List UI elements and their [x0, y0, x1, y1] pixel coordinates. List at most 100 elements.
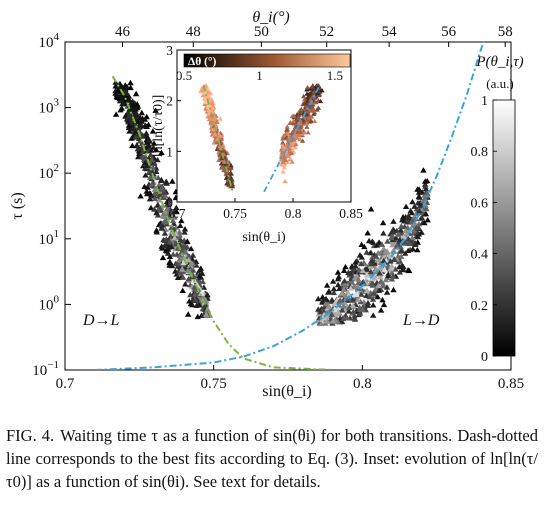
- data-point: [354, 296, 362, 303]
- data-point: [156, 197, 163, 203]
- data-point: [146, 190, 153, 196]
- data-point: [173, 208, 180, 215]
- data-point: [393, 243, 401, 249]
- data-point: [392, 234, 400, 241]
- data-point: [352, 259, 359, 265]
- data-point: [185, 257, 192, 263]
- data-point: [338, 307, 346, 313]
- data-point: [356, 306, 364, 312]
- data-point: [400, 263, 407, 270]
- inset-data-point: [316, 92, 322, 98]
- data-point: [412, 210, 420, 217]
- data-point: [158, 187, 165, 193]
- inset-data-point: [305, 94, 311, 100]
- data-point: [117, 107, 124, 113]
- data-point: [202, 302, 209, 308]
- data-point: [358, 291, 365, 297]
- data-point: [344, 289, 351, 295]
- data-point: [144, 184, 151, 190]
- data-point: [421, 219, 428, 226]
- data-point: [163, 218, 170, 225]
- inset-fit-lines: [202, 85, 321, 193]
- data-point: [146, 196, 154, 202]
- data-point: [163, 248, 171, 254]
- inset-data-point: [217, 152, 223, 157]
- data-point: [371, 274, 378, 281]
- inset-data-point: [205, 92, 211, 98]
- data-point: [368, 260, 375, 267]
- data-point: [129, 142, 136, 149]
- data-point: [405, 236, 412, 242]
- inset-data-point: [221, 167, 227, 173]
- inset-x-tick-label: 0.75: [223, 206, 247, 221]
- data-point: [387, 265, 394, 272]
- inset-data-point: [301, 93, 307, 99]
- data-point: [185, 275, 192, 282]
- data-point: [137, 117, 145, 124]
- colorbar-tick-label: 0.2: [471, 299, 489, 314]
- data-point: [377, 274, 384, 280]
- data-point: [193, 262, 200, 268]
- data-point: [127, 84, 134, 91]
- inset-data-point: [280, 140, 286, 145]
- fit-line-d-to-l: [111, 75, 333, 370]
- data-point: [416, 200, 424, 206]
- data-point: [166, 258, 174, 265]
- data-point: [129, 125, 136, 132]
- inset-data-point: [221, 159, 227, 164]
- data-point: [165, 200, 172, 206]
- inset-data-point: [310, 94, 316, 99]
- data-point: [403, 230, 410, 237]
- data-point: [352, 263, 359, 269]
- data-point: [345, 308, 352, 314]
- data-point: [133, 142, 140, 148]
- data-point: [132, 129, 139, 135]
- top-x-tick-label: 48: [186, 24, 201, 40]
- data-point: [355, 276, 362, 282]
- inset-data-point: [217, 133, 223, 138]
- inset-data-point: [223, 171, 229, 176]
- data-point: [315, 306, 322, 312]
- data-point: [153, 146, 160, 153]
- inset-data-point: [319, 88, 325, 93]
- data-point: [389, 228, 397, 235]
- data-point: [114, 94, 121, 100]
- inset-data-point: [220, 143, 226, 148]
- data-point: [168, 213, 176, 220]
- inset-data-point: [292, 145, 298, 150]
- data-point: [160, 210, 167, 217]
- data-point: [161, 230, 169, 236]
- data-point: [151, 195, 158, 201]
- inset-data-point: [303, 101, 309, 106]
- data-point: [166, 262, 173, 268]
- data-point: [328, 311, 335, 318]
- data-point: [391, 256, 398, 262]
- inset-data-point: [286, 145, 292, 151]
- data-point: [165, 196, 173, 202]
- data-point: [143, 162, 151, 168]
- data-point: [323, 282, 331, 288]
- data-point: [412, 240, 419, 246]
- inset-data-point: [296, 120, 302, 125]
- data-point: [351, 275, 358, 281]
- data-point: [321, 296, 328, 303]
- data-point: [181, 229, 188, 235]
- data-point: [181, 226, 189, 232]
- data-point: [414, 233, 422, 240]
- data-point: [195, 277, 203, 283]
- inset-data-point: [312, 118, 318, 124]
- data-point: [375, 239, 383, 245]
- inset-data-point: [227, 166, 233, 171]
- data-point: [397, 227, 404, 233]
- data-point: [169, 178, 176, 184]
- main-fit-lines: [94, 42, 485, 370]
- y-tick-label: 100: [39, 293, 60, 313]
- data-point: [198, 312, 205, 318]
- data-point: [366, 293, 373, 300]
- data-point: [349, 302, 357, 308]
- data-point: [330, 285, 338, 292]
- data-point: [418, 214, 426, 221]
- data-point: [376, 264, 384, 270]
- inset-colorbar-label: Δθ (°): [188, 56, 217, 68]
- data-point: [409, 237, 416, 244]
